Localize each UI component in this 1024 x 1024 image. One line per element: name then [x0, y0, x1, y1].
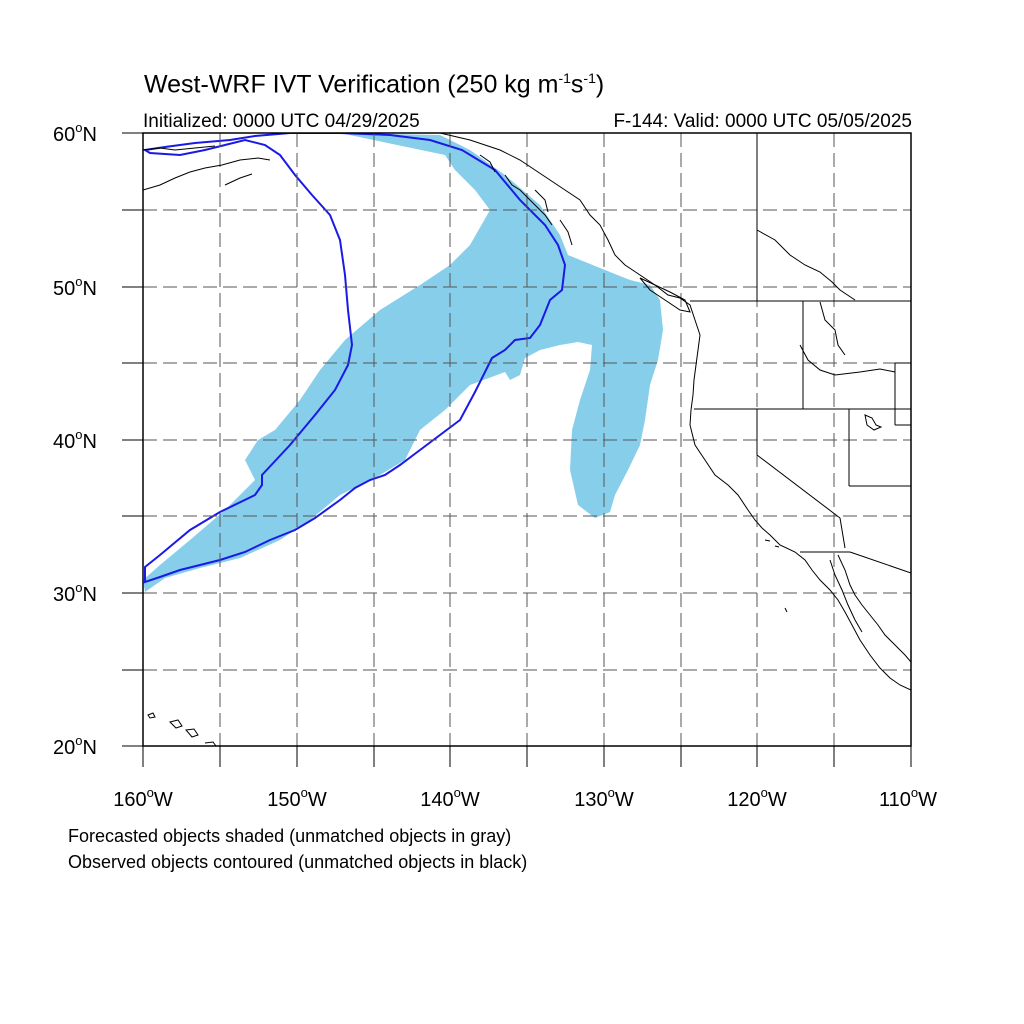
- lon-label-110w: 110oW: [879, 785, 937, 811]
- legend-forecast-note: Forecasted objects shaded (unmatched obj…: [68, 826, 512, 846]
- lon-label-140w: 140oW: [420, 785, 480, 811]
- lon-label-150w: 150oW: [267, 785, 327, 811]
- legend-observed-note: Observed objects contoured (unmatched ob…: [68, 852, 528, 872]
- lat-label-50: 50oN: [53, 274, 97, 300]
- lat-label-60: 60oN: [53, 120, 97, 146]
- observed-ivt-contour: [143, 133, 567, 584]
- tick-marks: [122, 132, 912, 767]
- lon-label-130w: 130oW: [574, 785, 634, 811]
- lon-label-160w: 160oW: [113, 785, 173, 811]
- graticule: [143, 133, 911, 746]
- valid-time: F-144: Valid: 0000 UTC 05/05/2025: [613, 111, 912, 132]
- political-borders: [690, 133, 911, 574]
- lat-label-30: 30oN: [53, 580, 97, 606]
- lat-label-40: 40oN: [53, 427, 97, 453]
- initialized-time: Initialized: 0000 UTC 04/29/2025: [143, 111, 420, 132]
- plot-title: West-WRF IVT Verification (250 kg m-1s-1…: [144, 70, 605, 99]
- lon-label-120w: 120oW: [727, 785, 787, 811]
- coastlines: [143, 133, 911, 746]
- lat-label-20: 20oN: [53, 733, 97, 759]
